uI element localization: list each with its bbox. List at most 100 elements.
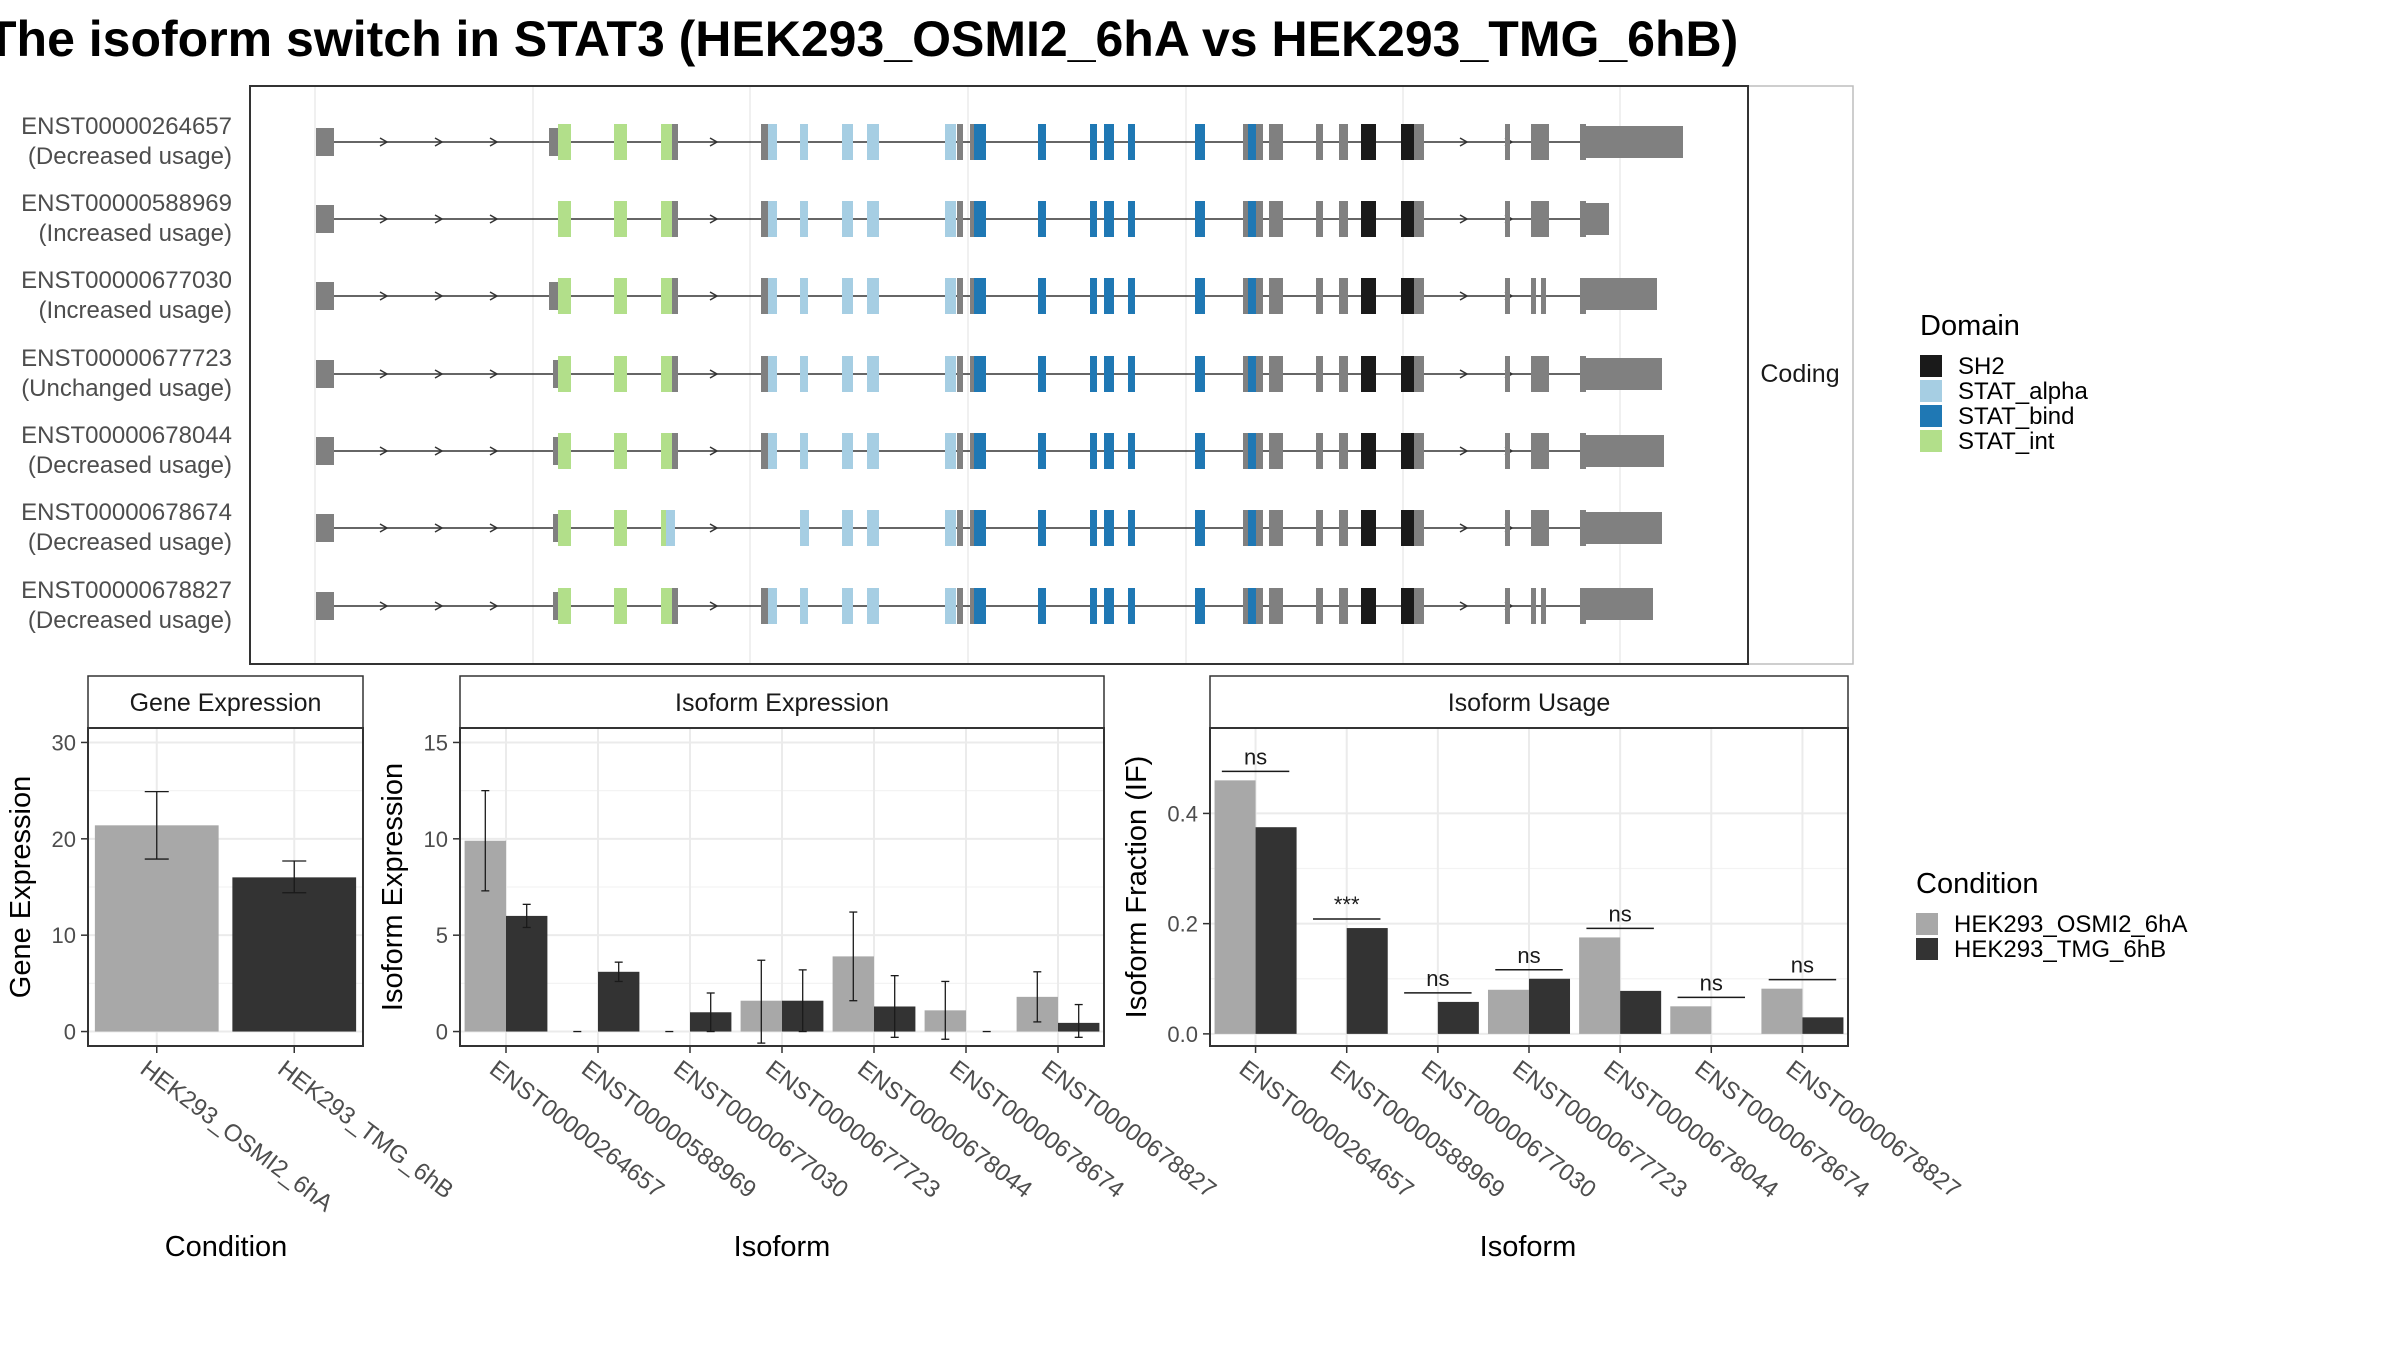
direction-arrow [1459,523,1469,533]
utr-exon [1586,512,1662,544]
domain-exon-sh2 [1361,201,1376,237]
exon [1531,588,1536,624]
x-axis-title: Isoform [1480,1231,1577,1263]
exon [1580,356,1586,392]
direction-arrow [379,601,389,611]
domain-exon-stat-int [661,588,672,624]
transcript-row: ENST00000678827 (Decreased usage) [21,577,1653,634]
domain-exon-stat-bind [1248,433,1256,469]
bar [1255,827,1297,1034]
utr-exon [1580,278,1657,310]
noncoding-exon [316,282,334,310]
domain-exon-sh2 [1401,356,1414,392]
domain-exon-stat-bind [1038,201,1046,237]
domain-exon-stat-bind [1128,356,1135,392]
bar [1761,988,1803,1034]
direction-arrow [434,523,444,533]
domain-exon-stat-alpha [842,356,853,392]
domain-exon-stat-alpha [800,433,808,469]
direction-arrow [709,446,719,456]
domain-exon-stat-bind [1090,433,1097,469]
domain-exon-sh2 [1401,510,1414,546]
noncoding-exon [316,360,334,388]
exon [1531,278,1536,314]
domain-exon-stat-bind [1128,278,1135,314]
domain-exon-stat-alpha [800,588,808,624]
noncoding-exon [549,128,558,156]
domain-legend-swatch [1920,355,1942,377]
exon [1256,588,1263,624]
exon [1269,510,1283,546]
domain-exon-stat-int [558,356,571,392]
direction-arrow [1459,446,1469,456]
domain-exon-stat-bind [1090,510,1097,546]
domain-exon-stat-int [661,124,672,160]
exon [672,588,678,624]
transcript-usage-label: (Decreased usage) [28,529,232,556]
domain-exon-stat-bind [974,124,986,160]
exon [1531,201,1549,237]
domain-exon-stat-alpha [867,356,879,392]
domain-exon-sh2 [1401,124,1414,160]
transcript-row: ENST00000677723 (Unchanged usage) [21,345,1662,402]
transcript-id-label: ENST00000678674 [21,499,232,526]
domain-exon-stat-alpha [867,124,879,160]
domain-exon-stat-int [661,278,672,314]
direction-arrow [379,291,389,301]
significance-label: ns [1426,966,1449,991]
condition-legend-swatch [1916,913,1938,935]
domain-exon-stat-alpha [945,588,956,624]
domain-legend-label: STAT_alpha [1958,378,2088,405]
direction-arrow [434,369,444,379]
noncoding-exon [316,592,334,620]
utr-exon [1586,203,1609,235]
domain-exon-stat-bind [1248,356,1256,392]
domain-exon-sh2 [1361,124,1376,160]
direction-arrow [379,369,389,379]
y-tick-label: 10 [424,827,448,852]
direction-arrow [709,137,719,147]
direction-arrow [434,601,444,611]
figure-title: The isoform switch in STAT3 (HEK293_OSMI… [0,11,1738,67]
exon [1339,433,1348,469]
exon [761,201,768,237]
domain-exon-stat-bind [1248,510,1256,546]
domain-exon-stat-int [614,124,627,160]
domain-exon-stat-int [661,433,672,469]
bar [1529,978,1571,1034]
domain-exon-stat-alpha [800,278,808,314]
domain-exon-stat-bind [1128,201,1135,237]
domain-exon-stat-bind [1038,588,1046,624]
domain-exon-stat-int [614,278,627,314]
domain-exon-stat-alpha [867,278,879,314]
exon [1256,356,1263,392]
transcript-id-label: ENST00000264657 [21,113,232,140]
exon [1414,278,1424,314]
domain-exon-stat-bind [974,356,986,392]
exon [1256,433,1263,469]
domain-exon-stat-bind [1104,510,1114,546]
domain-exon-stat-bind [1128,433,1135,469]
transcript-id-label: ENST00000677030 [21,267,232,294]
condition-legend-swatch [1916,938,1938,960]
exon [970,278,974,314]
condition-legend-label: HEK293_TMG_6hB [1954,936,2166,963]
domain-exon-stat-alpha [867,201,879,237]
exon [1580,124,1586,160]
significance-label: ns [1244,744,1267,769]
exon [1269,124,1283,160]
bar [1620,990,1662,1034]
domain-exon-stat-bind [1038,433,1046,469]
transcript-id-label: ENST00000678044 [21,422,232,449]
panel-title: Isoform Expression [675,689,889,717]
direction-arrow [709,291,719,301]
domain-exon-stat-alpha [842,124,853,160]
exon [761,356,768,392]
domain-exon-stat-int [661,356,672,392]
domain-exon-stat-int [558,278,571,314]
transcript-id-label: ENST00000588969 [21,190,232,217]
domain-legend-label: SH2 [1958,353,2005,380]
transcript-usage-label: (Unchanged usage) [21,375,232,402]
significance-label: ns [1791,953,1814,978]
